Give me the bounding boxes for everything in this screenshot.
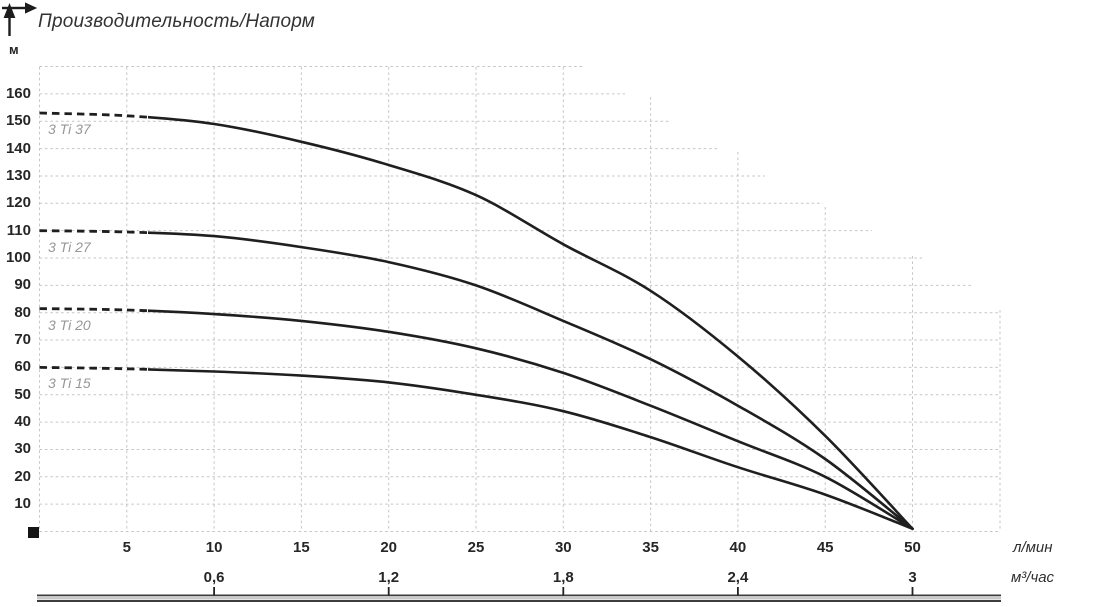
y-tick-label-120: 120 — [5, 194, 31, 212]
x-tick-label-m3h-1,2: 1,2 — [378, 569, 400, 586]
y-tick-label-30: 30 — [14, 440, 31, 458]
y-tick-label-140: 140 — [5, 139, 31, 157]
x-tick-label-lmin-50: 50 — [904, 539, 921, 556]
x-axis-unit-m3h: м³/час — [1011, 569, 1055, 586]
y-tick-label-90: 90 — [14, 276, 31, 294]
y-tick-label-20: 20 — [14, 467, 31, 485]
y-tick-label-70: 70 — [14, 331, 31, 349]
curve-label-3-ti-37: 3 Ti 37 — [48, 121, 91, 138]
y-tick-label-160: 160 — [5, 84, 31, 102]
x-tick-label-lmin-40: 40 — [729, 539, 747, 556]
x-tick-label-lmin-20: 20 — [380, 539, 398, 556]
y-tick-label-150: 150 — [5, 112, 31, 130]
x-tick-label-lmin-25: 25 — [467, 539, 485, 556]
x-tick-label-m3h-2,4: 2,4 — [727, 569, 749, 586]
origin-square-marker — [28, 527, 39, 538]
x-tick-label-lmin-30: 30 — [554, 539, 572, 556]
x-tick-label-lmin-45: 45 — [816, 539, 834, 556]
x-tick-label-m3h-0,6: 0,6 — [203, 569, 225, 586]
curve-label-3-ti-27: 3 Ti 27 — [48, 238, 91, 255]
chart-title: Производительность/Напорм — [38, 11, 316, 32]
y-tick-label-50: 50 — [14, 385, 31, 403]
y-tick-label-10: 10 — [14, 495, 31, 513]
y-tick-label-100: 100 — [5, 249, 31, 266]
y-axis-up-arrow-icon — [3, 3, 16, 36]
y-tick-label-80: 80 — [14, 303, 31, 321]
curve-label-3-ti-20: 3 Ti 20 — [48, 316, 91, 333]
curve-label-3-ti-15: 3 Ti 15 — [48, 375, 91, 392]
x-tick-label-lmin-35: 35 — [642, 539, 659, 556]
y-tick-label-40: 40 — [14, 413, 31, 431]
x-tick-label-m3h-3: 3 — [908, 569, 917, 586]
y-tick-label-130: 130 — [5, 166, 31, 184]
curve-3-ti-15 — [148, 368, 914, 531]
y-axis-unit-label: м — [9, 42, 19, 57]
x-tick-label-lmin-5: 5 — [122, 539, 131, 556]
x-tick-label-m3h-1,8: 1,8 — [552, 569, 574, 586]
x-axis-unit-lmin: л/мин — [1013, 539, 1053, 556]
curve-3-ti-20 — [148, 309, 914, 531]
y-tick-label-110: 110 — [6, 221, 31, 239]
x-tick-label-lmin-15: 15 — [293, 539, 310, 556]
y-tick-label-60: 60 — [14, 358, 31, 376]
x-axis-right-arrow-icon — [2, 2, 37, 14]
curve-3-ti-27 — [148, 231, 914, 531]
curve-3-ti-37 — [148, 115, 914, 531]
x-tick-label-lmin-10: 10 — [205, 539, 223, 556]
